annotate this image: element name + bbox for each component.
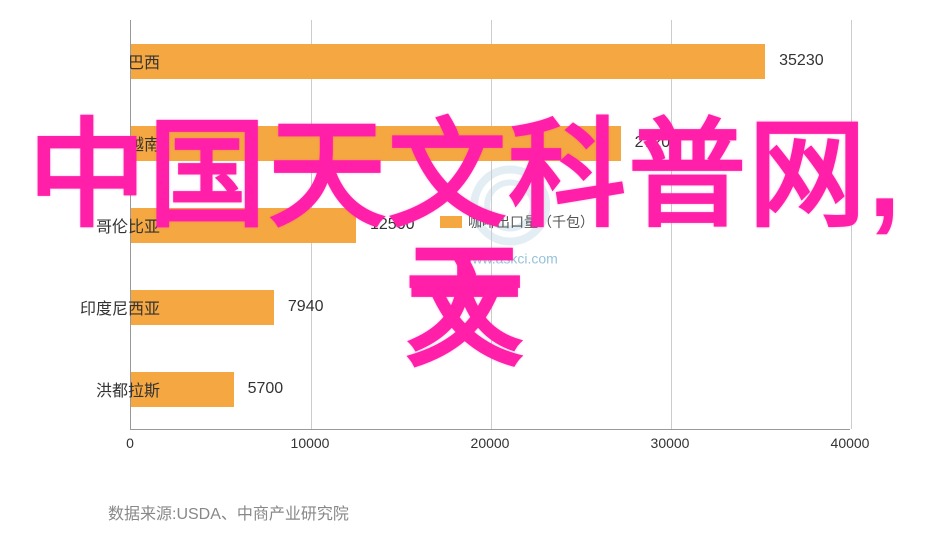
legend-swatch [440, 216, 462, 228]
x-tick-label: 40000 [831, 435, 870, 451]
source-text: 数据来源:USDA、中商产业研究院 [108, 500, 349, 524]
bar [131, 126, 621, 161]
x-tick-label: 0 [126, 435, 134, 451]
bar-value-label: 7940 [288, 298, 324, 316]
bar-value-label: 27200 [635, 134, 680, 152]
y-category-label: 巴西 [128, 49, 160, 73]
gridline [671, 20, 672, 429]
bar [131, 44, 765, 79]
y-category-label: 哥伦比亚 [96, 213, 160, 237]
legend-label: 咖啡出口量（千包） [468, 212, 594, 232]
chart-area: www.askci.com 010000200003000040000 巴西越南… [130, 20, 890, 455]
legend: 咖啡出口量（千包） [440, 212, 594, 232]
x-tick-label: 30000 [651, 435, 690, 451]
x-tick-label: 10000 [291, 435, 330, 451]
bar [131, 208, 356, 243]
bar-value-label: 12500 [370, 216, 415, 234]
y-category-label: 洪都拉斯 [96, 377, 160, 401]
x-tick-label: 20000 [471, 435, 510, 451]
bar-value-label: 35230 [779, 52, 824, 70]
gridline [851, 20, 852, 429]
y-category-label: 越南 [128, 131, 160, 155]
y-category-label: 印度尼西亚 [80, 295, 160, 319]
bar-value-label: 5700 [248, 380, 284, 398]
